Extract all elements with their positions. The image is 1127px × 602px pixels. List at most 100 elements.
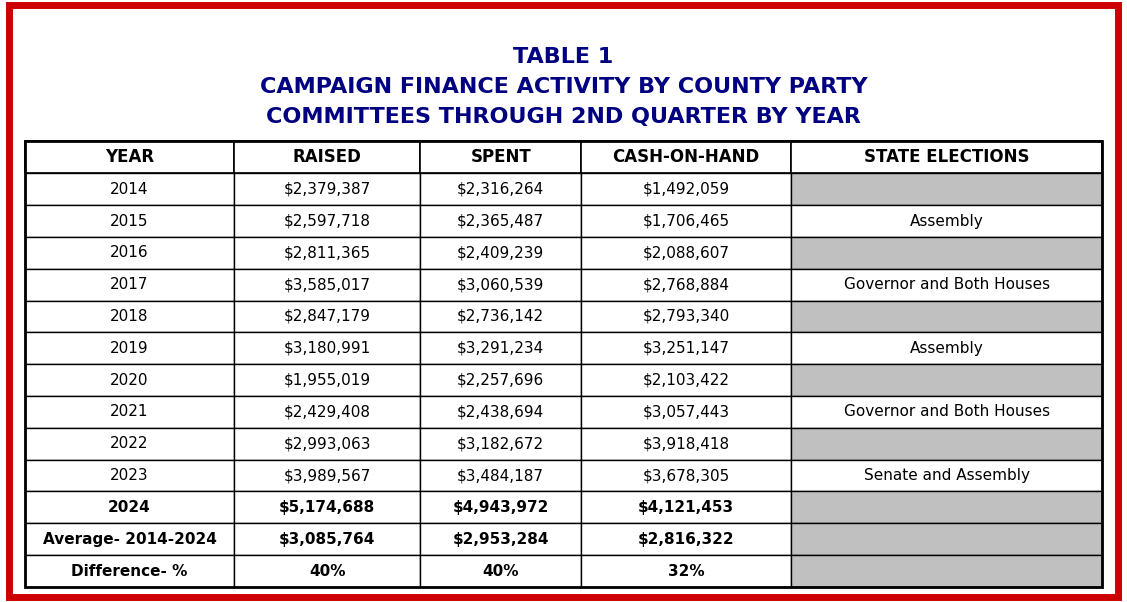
Bar <box>420 491 582 523</box>
Bar <box>582 332 791 364</box>
Bar <box>420 173 582 205</box>
Text: $2,088,607: $2,088,607 <box>642 246 729 260</box>
Bar <box>791 141 1102 173</box>
Bar <box>234 300 420 332</box>
Bar <box>25 300 234 332</box>
Bar <box>234 141 420 173</box>
Text: $3,585,017: $3,585,017 <box>284 277 371 292</box>
Bar <box>791 332 1102 364</box>
Text: $3,484,187: $3,484,187 <box>458 468 544 483</box>
Bar <box>791 300 1102 332</box>
Text: $2,438,694: $2,438,694 <box>458 405 544 420</box>
Text: 2023: 2023 <box>110 468 149 483</box>
Text: 2024: 2024 <box>108 500 151 515</box>
Bar <box>25 428 234 460</box>
Bar <box>791 523 1102 555</box>
Text: $1,955,019: $1,955,019 <box>284 373 371 388</box>
Bar <box>791 364 1102 396</box>
Text: $1,492,059: $1,492,059 <box>642 182 730 197</box>
Text: Senate and Assembly: Senate and Assembly <box>863 468 1030 483</box>
Text: $2,257,696: $2,257,696 <box>458 373 544 388</box>
Bar <box>25 332 234 364</box>
Bar <box>25 460 234 491</box>
Bar <box>234 523 420 555</box>
Text: RAISED: RAISED <box>293 148 362 166</box>
Text: $5,174,688: $5,174,688 <box>279 500 375 515</box>
Bar <box>234 428 420 460</box>
Text: CAMPAIGN FINANCE ACTIVITY BY COUNTY PARTY: CAMPAIGN FINANCE ACTIVITY BY COUNTY PART… <box>259 77 868 98</box>
Bar <box>420 205 582 237</box>
Bar <box>791 237 1102 268</box>
Bar <box>582 523 791 555</box>
Bar <box>791 555 1102 587</box>
Text: $2,993,063: $2,993,063 <box>283 436 371 452</box>
Text: TABLE 1: TABLE 1 <box>514 47 613 67</box>
Text: $2,597,718: $2,597,718 <box>284 214 371 229</box>
Bar <box>791 205 1102 237</box>
Bar <box>582 141 791 173</box>
Text: 2015: 2015 <box>110 214 149 229</box>
Bar <box>420 300 582 332</box>
Bar <box>582 555 791 587</box>
Bar <box>420 555 582 587</box>
Text: $3,180,991: $3,180,991 <box>284 341 371 356</box>
Text: 40%: 40% <box>309 563 345 579</box>
Text: $2,365,487: $2,365,487 <box>458 214 544 229</box>
Bar <box>420 428 582 460</box>
Text: $2,379,387: $2,379,387 <box>284 182 371 197</box>
Text: $3,057,443: $3,057,443 <box>642 405 730 420</box>
Bar <box>420 332 582 364</box>
Text: $2,793,340: $2,793,340 <box>642 309 730 324</box>
Text: 2021: 2021 <box>110 405 149 420</box>
Bar <box>791 428 1102 460</box>
Text: $3,989,567: $3,989,567 <box>283 468 371 483</box>
Text: 2019: 2019 <box>110 341 149 356</box>
Text: COMMITTEES THROUGH 2ND QUARTER BY YEAR: COMMITTEES THROUGH 2ND QUARTER BY YEAR <box>266 107 861 128</box>
Bar <box>420 523 582 555</box>
Text: 2017: 2017 <box>110 277 149 292</box>
Bar <box>582 173 791 205</box>
Text: $2,811,365: $2,811,365 <box>284 246 371 260</box>
Bar <box>420 268 582 300</box>
Text: $2,103,422: $2,103,422 <box>642 373 729 388</box>
Text: $1,706,465: $1,706,465 <box>642 214 730 229</box>
Bar <box>234 364 420 396</box>
Text: $2,316,264: $2,316,264 <box>458 182 544 197</box>
Text: Difference- %: Difference- % <box>71 563 188 579</box>
Bar <box>420 141 582 173</box>
Text: Average- 2014-2024: Average- 2014-2024 <box>43 532 216 547</box>
Bar <box>25 491 234 523</box>
Bar <box>234 555 420 587</box>
Text: $4,121,453: $4,121,453 <box>638 500 735 515</box>
Bar <box>582 460 791 491</box>
Bar <box>234 268 420 300</box>
Bar <box>420 460 582 491</box>
Bar <box>25 173 234 205</box>
Text: $3,291,234: $3,291,234 <box>458 341 544 356</box>
Bar <box>420 364 582 396</box>
Bar <box>25 268 234 300</box>
Bar <box>234 396 420 428</box>
Text: 2022: 2022 <box>110 436 149 452</box>
Text: $3,182,672: $3,182,672 <box>458 436 544 452</box>
Text: Governor and Both Houses: Governor and Both Houses <box>843 405 1049 420</box>
Text: CASH-ON-HAND: CASH-ON-HAND <box>613 148 760 166</box>
Bar <box>791 173 1102 205</box>
Text: $3,085,764: $3,085,764 <box>278 532 375 547</box>
Text: $2,736,142: $2,736,142 <box>458 309 544 324</box>
Bar <box>582 396 791 428</box>
Bar <box>234 237 420 268</box>
Bar <box>234 173 420 205</box>
Bar <box>791 396 1102 428</box>
Text: 2020: 2020 <box>110 373 149 388</box>
Text: 32%: 32% <box>668 563 704 579</box>
Text: YEAR: YEAR <box>105 148 154 166</box>
Text: 40%: 40% <box>482 563 518 579</box>
Bar <box>582 205 791 237</box>
Bar <box>791 460 1102 491</box>
Text: STATE ELECTIONS: STATE ELECTIONS <box>863 148 1029 166</box>
Text: 2018: 2018 <box>110 309 149 324</box>
Text: Governor and Both Houses: Governor and Both Houses <box>843 277 1049 292</box>
Text: $2,429,408: $2,429,408 <box>284 405 371 420</box>
Text: Assembly: Assembly <box>909 341 984 356</box>
